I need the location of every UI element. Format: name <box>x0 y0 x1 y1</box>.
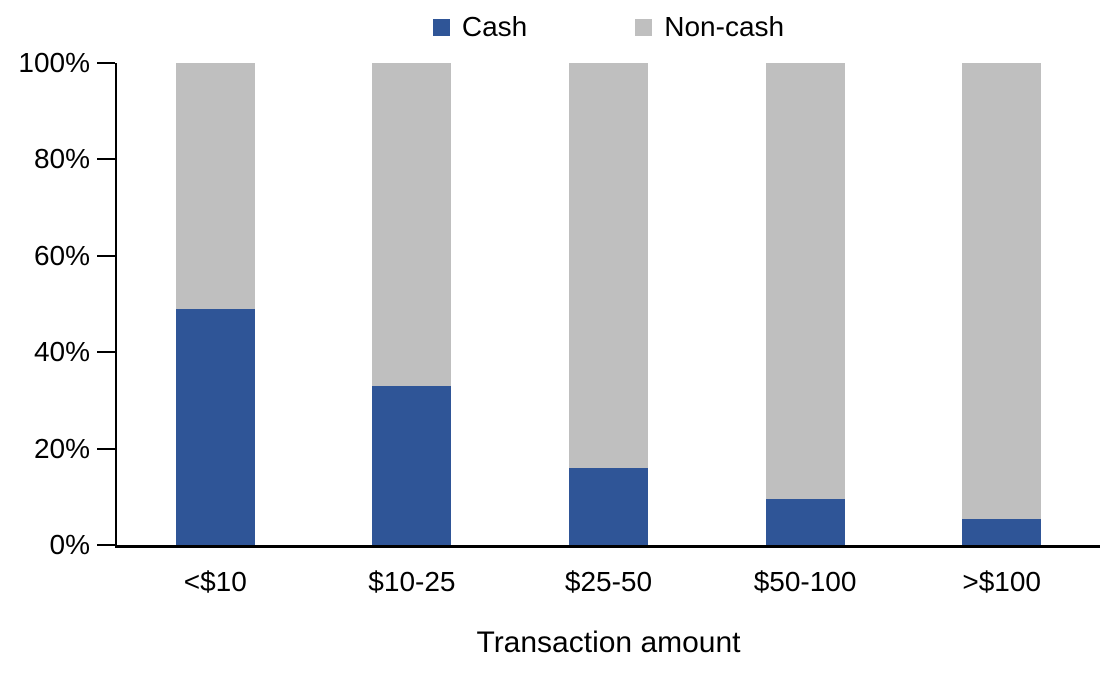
x-tick-label-50-100: $50-100 <box>753 566 857 597</box>
y-tick-mark-0 <box>97 544 115 546</box>
bar-column-10 <box>175 63 255 545</box>
bar-segment-non-cash-50-100 <box>765 63 845 500</box>
y-axis-labels: 100% 80% 60% 40% 20% 0% <box>0 47 90 560</box>
legend: Cash Non-cash <box>117 10 1100 44</box>
legend-item-cash: Cash <box>432 10 528 44</box>
bar-slot-10 <box>117 63 314 545</box>
bar-segment-cash-25-50 <box>568 467 648 545</box>
bar-column-10-25 <box>372 63 452 545</box>
y-tick-label-0: 0% <box>49 529 90 560</box>
bar-slot-10-25 <box>314 63 511 545</box>
y-tick-label-20: 20% <box>33 432 90 464</box>
y-tick-mark-100 <box>97 62 115 64</box>
legend-swatch-cash <box>432 18 450 36</box>
y-tick-mark-40 <box>97 351 115 354</box>
legend-label-non-cash: Non-cash <box>664 11 785 42</box>
bar-column-25-50 <box>568 63 648 545</box>
legend-item-non-cash: Non-cash <box>635 10 784 44</box>
bar-slot-100 <box>903 63 1100 545</box>
x-tick-label-10: <$10 <box>183 566 247 597</box>
y-tick-label-40: 40% <box>33 336 90 368</box>
bar-column-100 <box>962 63 1042 545</box>
y-tick-label-80: 80% <box>33 143 90 175</box>
legend-swatch-non-cash <box>635 18 653 36</box>
x-axis-labels: <$10 $10-25 $25-50 $50-100 >$100 <box>117 565 1100 599</box>
plot-area <box>97 62 1100 548</box>
x-tick-label-25-50: $25-50 <box>564 566 653 597</box>
bars-container <box>117 63 1100 545</box>
bar-segment-non-cash-10-25 <box>372 63 452 386</box>
bar-segment-non-cash-10 <box>175 63 255 309</box>
bar-segment-cash-10 <box>175 308 255 545</box>
x-tick-label-100: >$100 <box>962 566 1041 597</box>
bar-segment-cash-50-100 <box>765 499 845 545</box>
x-tick-label-10-25: $10-25 <box>368 566 456 597</box>
y-tick-label-60: 60% <box>33 239 90 271</box>
x-axis-title: Transaction amount <box>476 626 741 659</box>
legend-label-cash: Cash <box>461 11 528 42</box>
bar-segment-non-cash-25-50 <box>568 63 648 468</box>
y-tick-mark-60 <box>97 254 115 257</box>
bar-slot-25-50 <box>510 63 707 545</box>
bar-segment-cash-100 <box>962 518 1042 545</box>
y-tick-label-100: 100% <box>18 47 90 78</box>
y-tick-mark-80 <box>97 158 115 161</box>
y-tick-mark-20 <box>97 447 115 450</box>
bar-slot-50-100 <box>707 63 904 545</box>
bar-column-50-100 <box>765 63 845 545</box>
bar-segment-cash-10-25 <box>372 385 452 545</box>
bar-segment-non-cash-100 <box>962 63 1042 519</box>
